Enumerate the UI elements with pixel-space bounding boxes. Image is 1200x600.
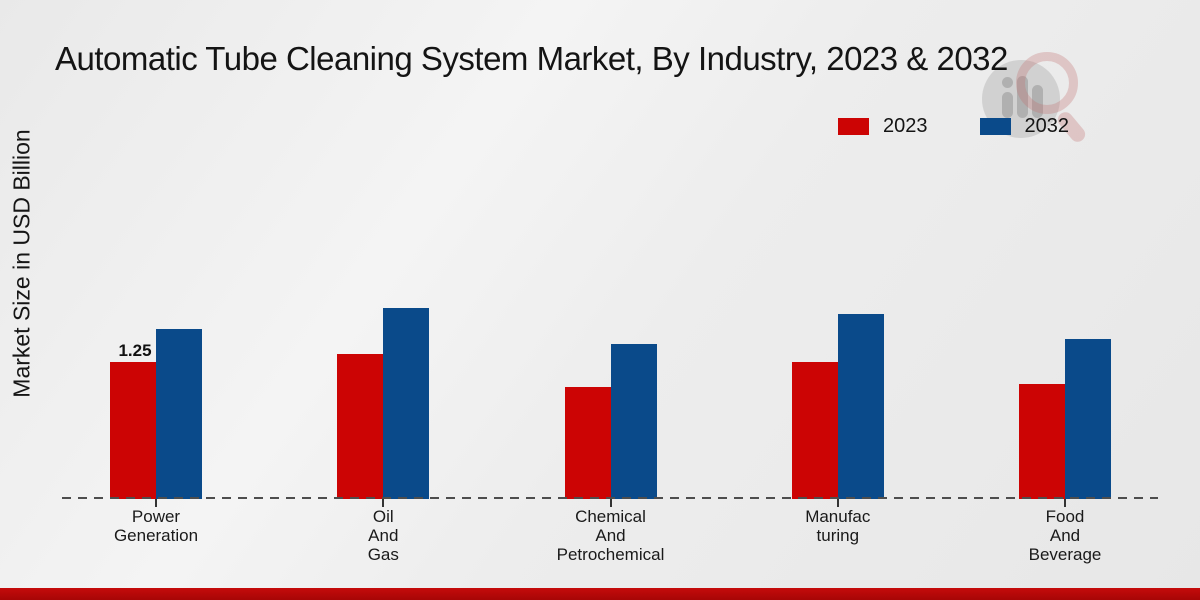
x-axis-label-oil-and-gas: Oil And Gas: [367, 507, 399, 564]
bar-2032-food-and-beverage: [1065, 339, 1111, 499]
y-axis-label: Market Size in USD Billion: [8, 129, 35, 398]
legend-item-2032: 2032: [979, 115, 1070, 138]
bar-2032-chemical-and-petrochemical: [610, 344, 657, 499]
legend-swatch-2032: [979, 118, 1011, 135]
x-axis-tick: [836, 499, 839, 507]
bar-2032-manufacturing: [837, 314, 884, 499]
bar-2023-power-generation: [110, 362, 156, 499]
footer-bar: [0, 588, 1200, 600]
x-axis-tick: [382, 499, 385, 507]
legend-swatch-2023: [838, 118, 869, 135]
bar-2023-food-and-beverage: [1019, 384, 1065, 499]
bar-2023-chemical-and-petrochemical: [564, 387, 611, 499]
x-axis-tick: [1064, 499, 1066, 507]
watermark-magnifier-ring: [1016, 52, 1078, 114]
bar-2032-oil-and-gas: [383, 308, 430, 499]
x-axis-tick: [155, 499, 157, 507]
legend-item-2023: 2023: [838, 115, 928, 138]
legend-label-2023: 2023: [883, 115, 928, 137]
x-axis-tick: [609, 499, 612, 507]
bar-value-label-2023-power-generation: 1.25: [118, 341, 152, 360]
x-axis-label-power-generation: Power Generation: [113, 507, 199, 545]
x-axis-label-manufacturing: Manufac turing: [805, 507, 871, 545]
x-axis-label-food-and-beverage: Food And Beverage: [1028, 507, 1102, 564]
bar-2023-oil-and-gas: [337, 354, 384, 499]
chart-title: Automatic Tube Cleaning System Market, B…: [55, 40, 1008, 77]
watermark-bar: [1002, 92, 1013, 118]
legend: 2023 2032: [838, 115, 1069, 138]
legend-label-2032: 2032: [1024, 115, 1070, 137]
bar-2032-power-generation: [156, 329, 202, 499]
watermark-dot: [1002, 77, 1013, 88]
x-axis-line: [62, 497, 1158, 499]
x-axis-label-chemical-and-petrochemical: Chemical And Petrochemical: [556, 507, 665, 564]
bar-2023-manufacturing: [791, 362, 838, 499]
